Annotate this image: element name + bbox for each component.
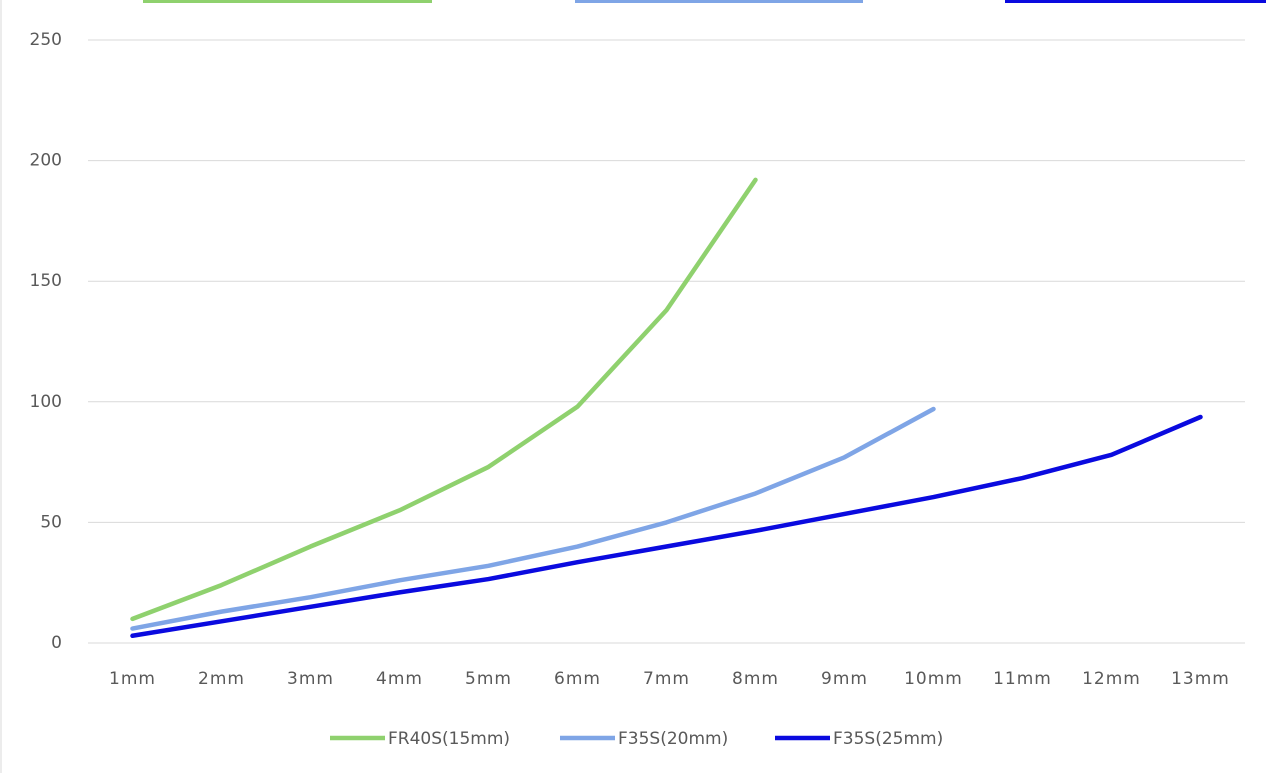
decoration xyxy=(143,0,432,3)
x-tick-label: 13mm xyxy=(1171,669,1230,689)
legend-label: F35S(20mm) xyxy=(618,729,728,749)
x-tick-label: 10mm xyxy=(904,669,963,689)
x-tick-label: 9mm xyxy=(821,669,868,689)
series-line xyxy=(130,414,1203,639)
y-tick-label: 150 xyxy=(30,271,62,291)
y-tick-label: 250 xyxy=(30,30,62,50)
legend-label: F35S(25mm) xyxy=(833,729,943,749)
x-tick-label: 4mm xyxy=(376,669,423,689)
legend-label: FR40S(15mm) xyxy=(388,729,510,749)
decoration xyxy=(1005,0,1266,3)
series-line xyxy=(130,177,758,622)
x-tick-label: 1mm xyxy=(109,669,156,689)
x-tick-label: 5mm xyxy=(465,669,512,689)
y-tick-label: 50 xyxy=(40,512,62,532)
x-tick-label: 11mm xyxy=(993,669,1052,689)
decoration xyxy=(575,0,863,3)
y-tick-label: 0 xyxy=(51,633,62,653)
x-tick-label: 8mm xyxy=(732,669,779,689)
x-tick-label: 7mm xyxy=(643,669,690,689)
x-tick-label: 3mm xyxy=(287,669,334,689)
y-tick-label: 100 xyxy=(30,392,62,412)
x-tick-label: 2mm xyxy=(198,669,245,689)
x-tick-label: 6mm xyxy=(554,669,601,689)
y-tick-label: 200 xyxy=(30,151,62,171)
series-line xyxy=(130,406,936,631)
x-tick-label: 12mm xyxy=(1082,669,1141,689)
